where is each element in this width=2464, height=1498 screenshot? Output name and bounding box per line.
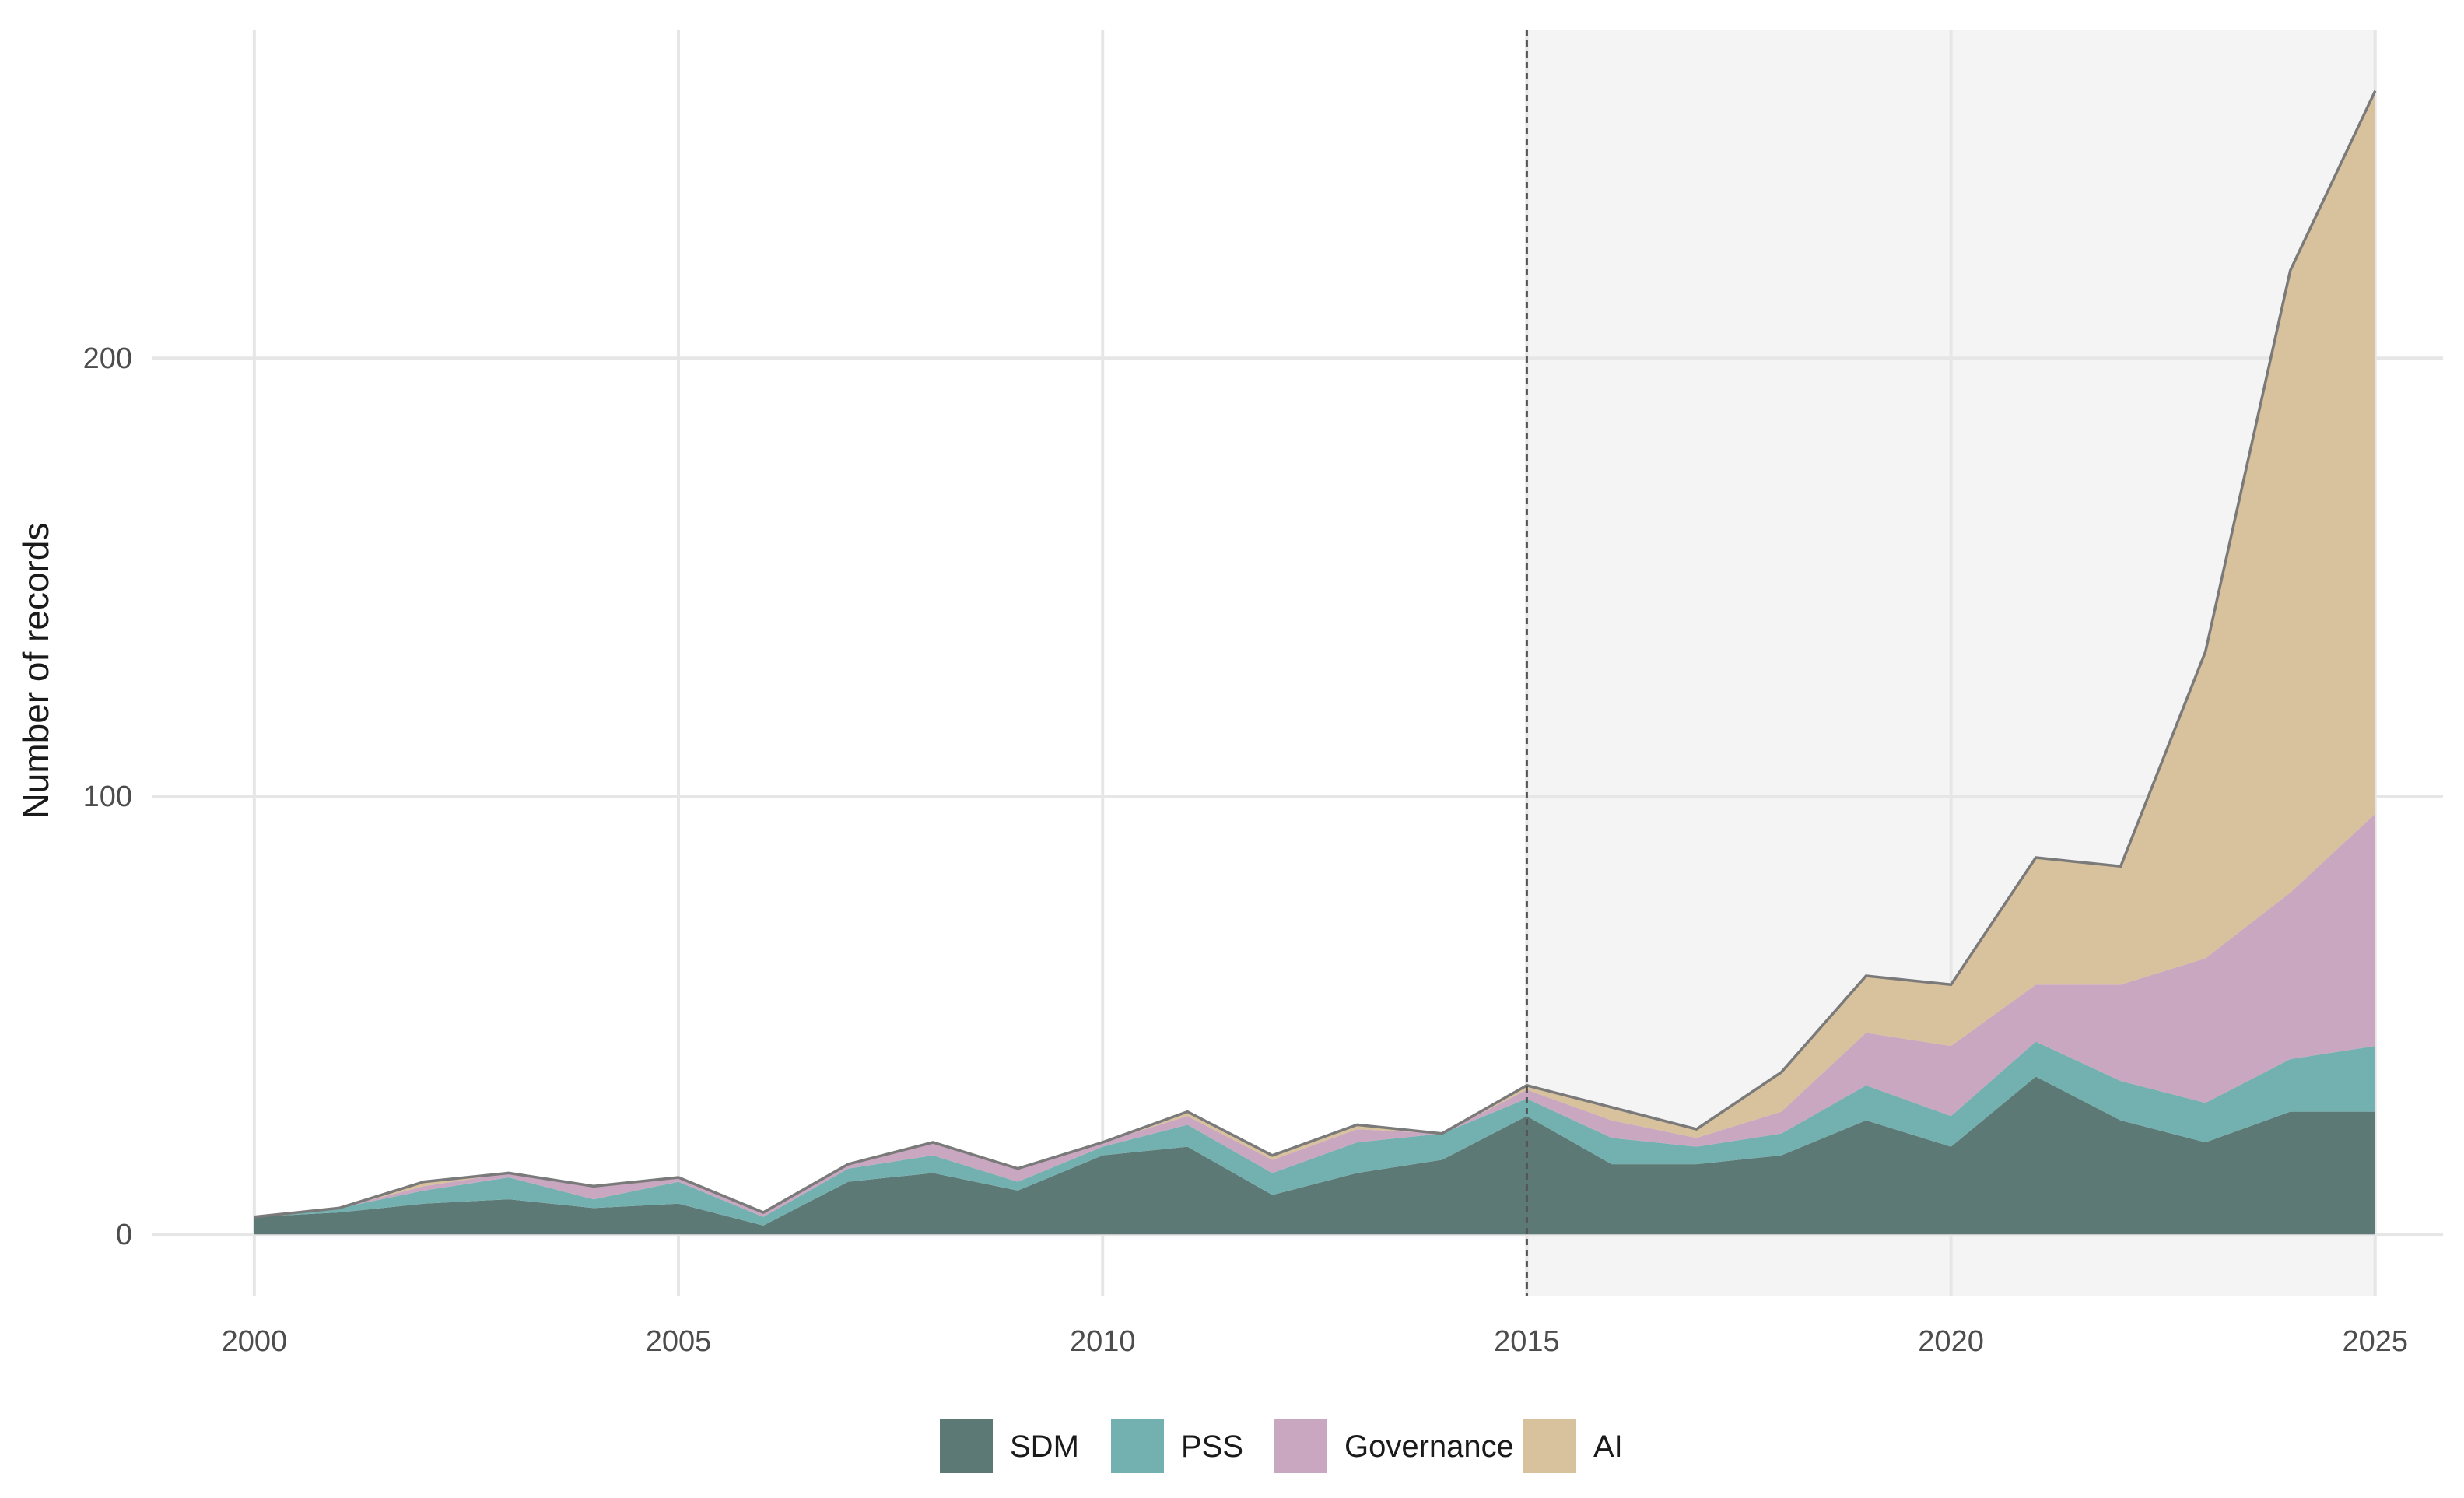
x-tick-label: 2000 bbox=[222, 1325, 288, 1358]
legend-label: AI bbox=[1593, 1430, 1623, 1464]
legend-label: PSS bbox=[1181, 1430, 1243, 1464]
y-axis-title: Number of records bbox=[16, 523, 56, 819]
y-tick-label: 0 bbox=[116, 1219, 132, 1251]
x-tick-label: 2025 bbox=[2342, 1325, 2408, 1358]
y-axis-ticks: 0 100 200 bbox=[83, 342, 132, 1251]
x-axis-ticks: 2000 2005 2010 2015 2020 2025 bbox=[222, 1325, 2408, 1358]
area-sdm bbox=[254, 1076, 2375, 1235]
x-tick-label: 2010 bbox=[1070, 1325, 1136, 1358]
legend-swatch bbox=[1523, 1419, 1576, 1473]
legend-item-sdm: SDM bbox=[940, 1419, 1079, 1473]
legend-swatch bbox=[1111, 1419, 1164, 1473]
legend-item-governance: Governance bbox=[1274, 1419, 1514, 1473]
y-tick-label: 100 bbox=[83, 781, 132, 813]
x-tick-label: 2015 bbox=[1494, 1325, 1560, 1358]
legend-item-ai: AI bbox=[1523, 1419, 1623, 1473]
legend-swatch bbox=[940, 1419, 993, 1473]
total-outline bbox=[254, 90, 2377, 1219]
legend-item-pss: PSS bbox=[1111, 1419, 1243, 1473]
area-layers bbox=[254, 90, 2377, 1235]
legend: SDM PSS Governance AI bbox=[940, 1419, 1623, 1473]
legend-label: Governance bbox=[1344, 1430, 1514, 1464]
x-tick-label: 2005 bbox=[646, 1325, 712, 1358]
legend-label: SDM bbox=[1010, 1430, 1079, 1464]
legend-swatch bbox=[1274, 1419, 1327, 1473]
area-pss bbox=[254, 1041, 2375, 1226]
x-tick-label: 2020 bbox=[1918, 1325, 1984, 1358]
y-tick-label: 200 bbox=[83, 342, 132, 375]
